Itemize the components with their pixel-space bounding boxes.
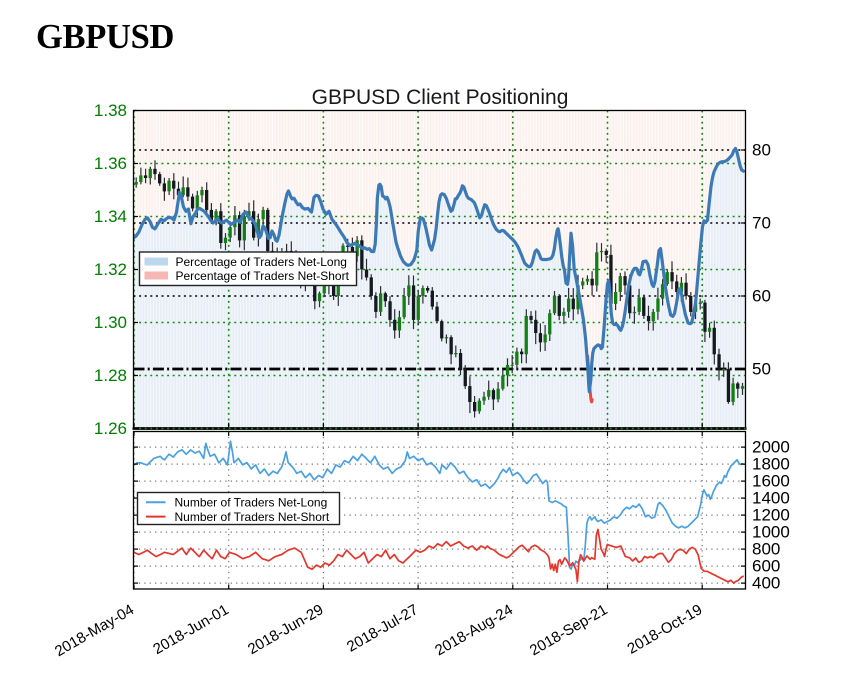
svg-text:70: 70 xyxy=(752,214,771,233)
svg-text:50: 50 xyxy=(752,360,771,379)
svg-text:Percentage of Traders Net-Shor: Percentage of Traders Net-Short xyxy=(176,269,350,283)
svg-text:1400: 1400 xyxy=(752,489,790,508)
svg-text:Percentage of Traders Net-Long: Percentage of Traders Net-Long xyxy=(176,255,347,269)
svg-text:GBPUSD Client Positioning: GBPUSD Client Positioning xyxy=(312,86,569,109)
svg-text:1.28: 1.28 xyxy=(94,366,127,385)
svg-text:1.36: 1.36 xyxy=(94,154,127,173)
svg-text:Number of Traders Net-Long: Number of Traders Net-Long xyxy=(175,496,328,510)
svg-text:1800: 1800 xyxy=(752,455,790,474)
svg-text:1200: 1200 xyxy=(752,506,790,525)
svg-text:1.38: 1.38 xyxy=(94,101,127,120)
svg-text:1600: 1600 xyxy=(752,472,790,491)
svg-text:1000: 1000 xyxy=(752,523,790,542)
svg-text:400: 400 xyxy=(752,574,780,593)
svg-text:1.30: 1.30 xyxy=(94,313,127,332)
svg-text:Number of Traders Net-Short: Number of Traders Net-Short xyxy=(175,510,330,524)
svg-text:1.34: 1.34 xyxy=(94,207,127,226)
svg-text:1.32: 1.32 xyxy=(94,260,127,279)
svg-text:GBPUSD: GBPUSD xyxy=(36,18,174,56)
svg-text:1.26: 1.26 xyxy=(94,419,127,438)
svg-text:80: 80 xyxy=(752,141,771,160)
svg-text:2000: 2000 xyxy=(752,438,790,457)
svg-text:60: 60 xyxy=(752,287,771,306)
svg-text:800: 800 xyxy=(752,540,780,559)
svg-text:600: 600 xyxy=(752,557,780,576)
